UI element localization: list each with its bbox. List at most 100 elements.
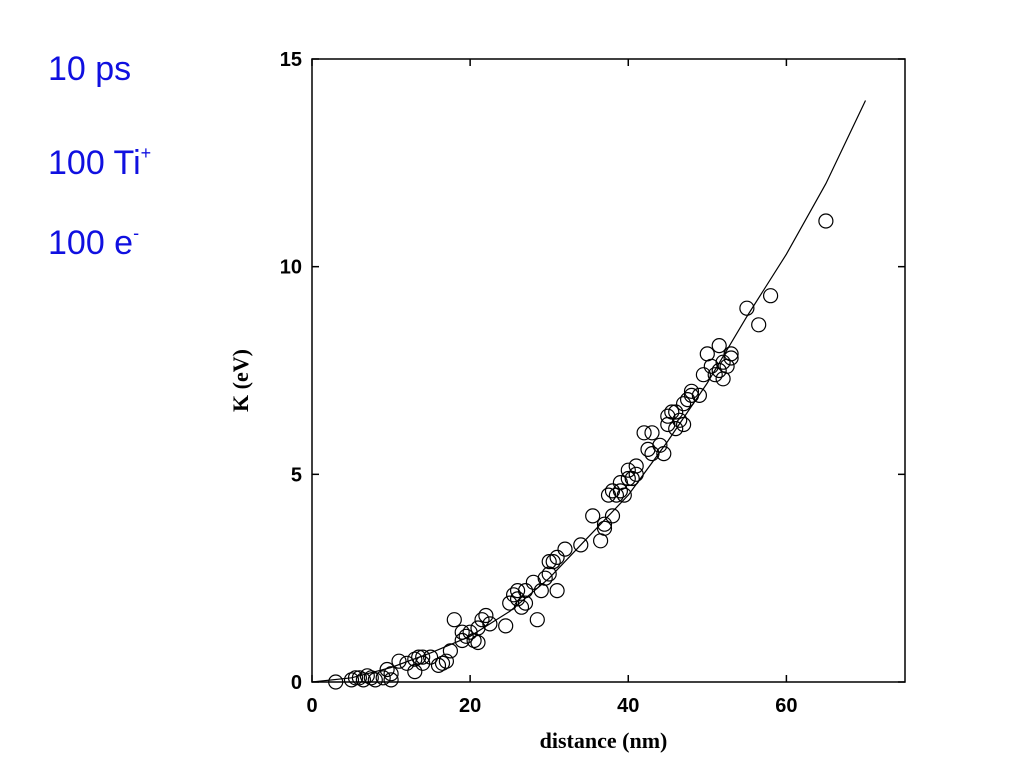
data-point: [683, 383, 700, 399]
y-tick-label: 15: [280, 49, 302, 71]
data-point: [328, 674, 344, 690]
data-point: [525, 574, 542, 590]
data-point: [711, 362, 727, 379]
data-point: [715, 354, 731, 370]
fit-curve: [311, 100, 867, 683]
x-tick-label: 20: [459, 695, 481, 717]
data-point: [545, 553, 561, 570]
data-point: [430, 657, 447, 674]
data-point: [478, 607, 494, 624]
data-point: [367, 672, 383, 688]
data-point: [707, 367, 723, 383]
ions-label-text: 100 Ti: [48, 144, 141, 182]
data-point: [482, 616, 498, 632]
data-point: [399, 655, 415, 671]
data-point: [616, 487, 632, 503]
data-point: [383, 672, 399, 688]
ions-label: 100 Ti+: [48, 143, 152, 182]
data-point: [592, 533, 609, 549]
data-point: [458, 628, 474, 644]
y-axis-label: K (eV): [228, 349, 253, 412]
data-point: [644, 425, 660, 441]
data-point: [509, 591, 526, 607]
data-point: [470, 634, 486, 651]
data-point: [407, 663, 423, 680]
data-point: [672, 412, 688, 428]
data-point: [347, 670, 364, 686]
data-point: [434, 655, 451, 671]
x-tick-label: 40: [617, 695, 639, 717]
data-point: [675, 416, 692, 433]
data-point: [668, 404, 684, 420]
data-point: [423, 649, 439, 665]
data-point: [359, 668, 375, 684]
y-tick-label: 10: [280, 257, 302, 279]
data-point: [660, 408, 676, 424]
data-point: [502, 595, 518, 611]
data-point: [620, 462, 636, 478]
data-point: [695, 367, 712, 383]
data-point: [604, 508, 621, 524]
data-point: [596, 520, 613, 536]
data-point: [549, 582, 565, 599]
data-point: [628, 466, 644, 482]
data-point: [351, 670, 367, 686]
time-label: 10 ps: [48, 50, 132, 88]
data-point: [415, 655, 431, 671]
data-point: [675, 396, 692, 412]
data-point: [751, 317, 767, 333]
data-point: [509, 582, 526, 599]
data-point: [679, 392, 696, 408]
x-tick-label: 60: [775, 695, 797, 717]
data-point: [683, 387, 700, 403]
data-point: [628, 458, 644, 474]
data-point: [668, 421, 684, 437]
data-point: [474, 612, 490, 628]
data-point: [517, 595, 534, 611]
data-point: [711, 338, 727, 354]
data-point: [640, 441, 656, 457]
data-point: [375, 670, 391, 686]
data-point: [652, 437, 668, 453]
data-point: [343, 672, 360, 688]
data-point: [513, 599, 530, 615]
data-point: [529, 612, 545, 628]
data-point: [415, 649, 431, 665]
x-tick-label: 0: [306, 695, 317, 717]
data-point: [557, 541, 573, 557]
data-point: [612, 483, 629, 499]
data-point: [656, 446, 672, 462]
data-point: [723, 350, 739, 366]
ions-label-sup: +: [140, 143, 152, 163]
data-point: [537, 570, 553, 586]
data-point: [363, 670, 379, 686]
data-point: [498, 618, 514, 634]
data-point: [596, 516, 613, 532]
data-point: [604, 483, 621, 499]
x-axis-label: distance (nm): [540, 728, 668, 753]
data-point: [636, 425, 652, 441]
data-point: [383, 666, 399, 682]
data-point: [379, 661, 395, 678]
plot-frame: [311, 58, 906, 683]
y-tick-label: 5: [291, 464, 302, 486]
data-point: [624, 470, 640, 487]
data-point: [585, 508, 601, 524]
data-point: [407, 651, 423, 667]
data-point: [549, 549, 565, 566]
data-point: [573, 537, 589, 553]
data-point: [723, 346, 739, 362]
data-point: [446, 612, 462, 628]
data-point: [715, 371, 731, 387]
data-point: [703, 358, 719, 374]
data-point: [664, 404, 680, 420]
y-tick-label: 0: [291, 672, 302, 694]
data-point: [454, 624, 470, 640]
data-point: [517, 582, 534, 599]
data-point: [644, 446, 660, 462]
data-point: [355, 672, 371, 688]
data-point: [462, 624, 478, 640]
data-point: [541, 553, 557, 570]
data-point: [391, 653, 407, 669]
